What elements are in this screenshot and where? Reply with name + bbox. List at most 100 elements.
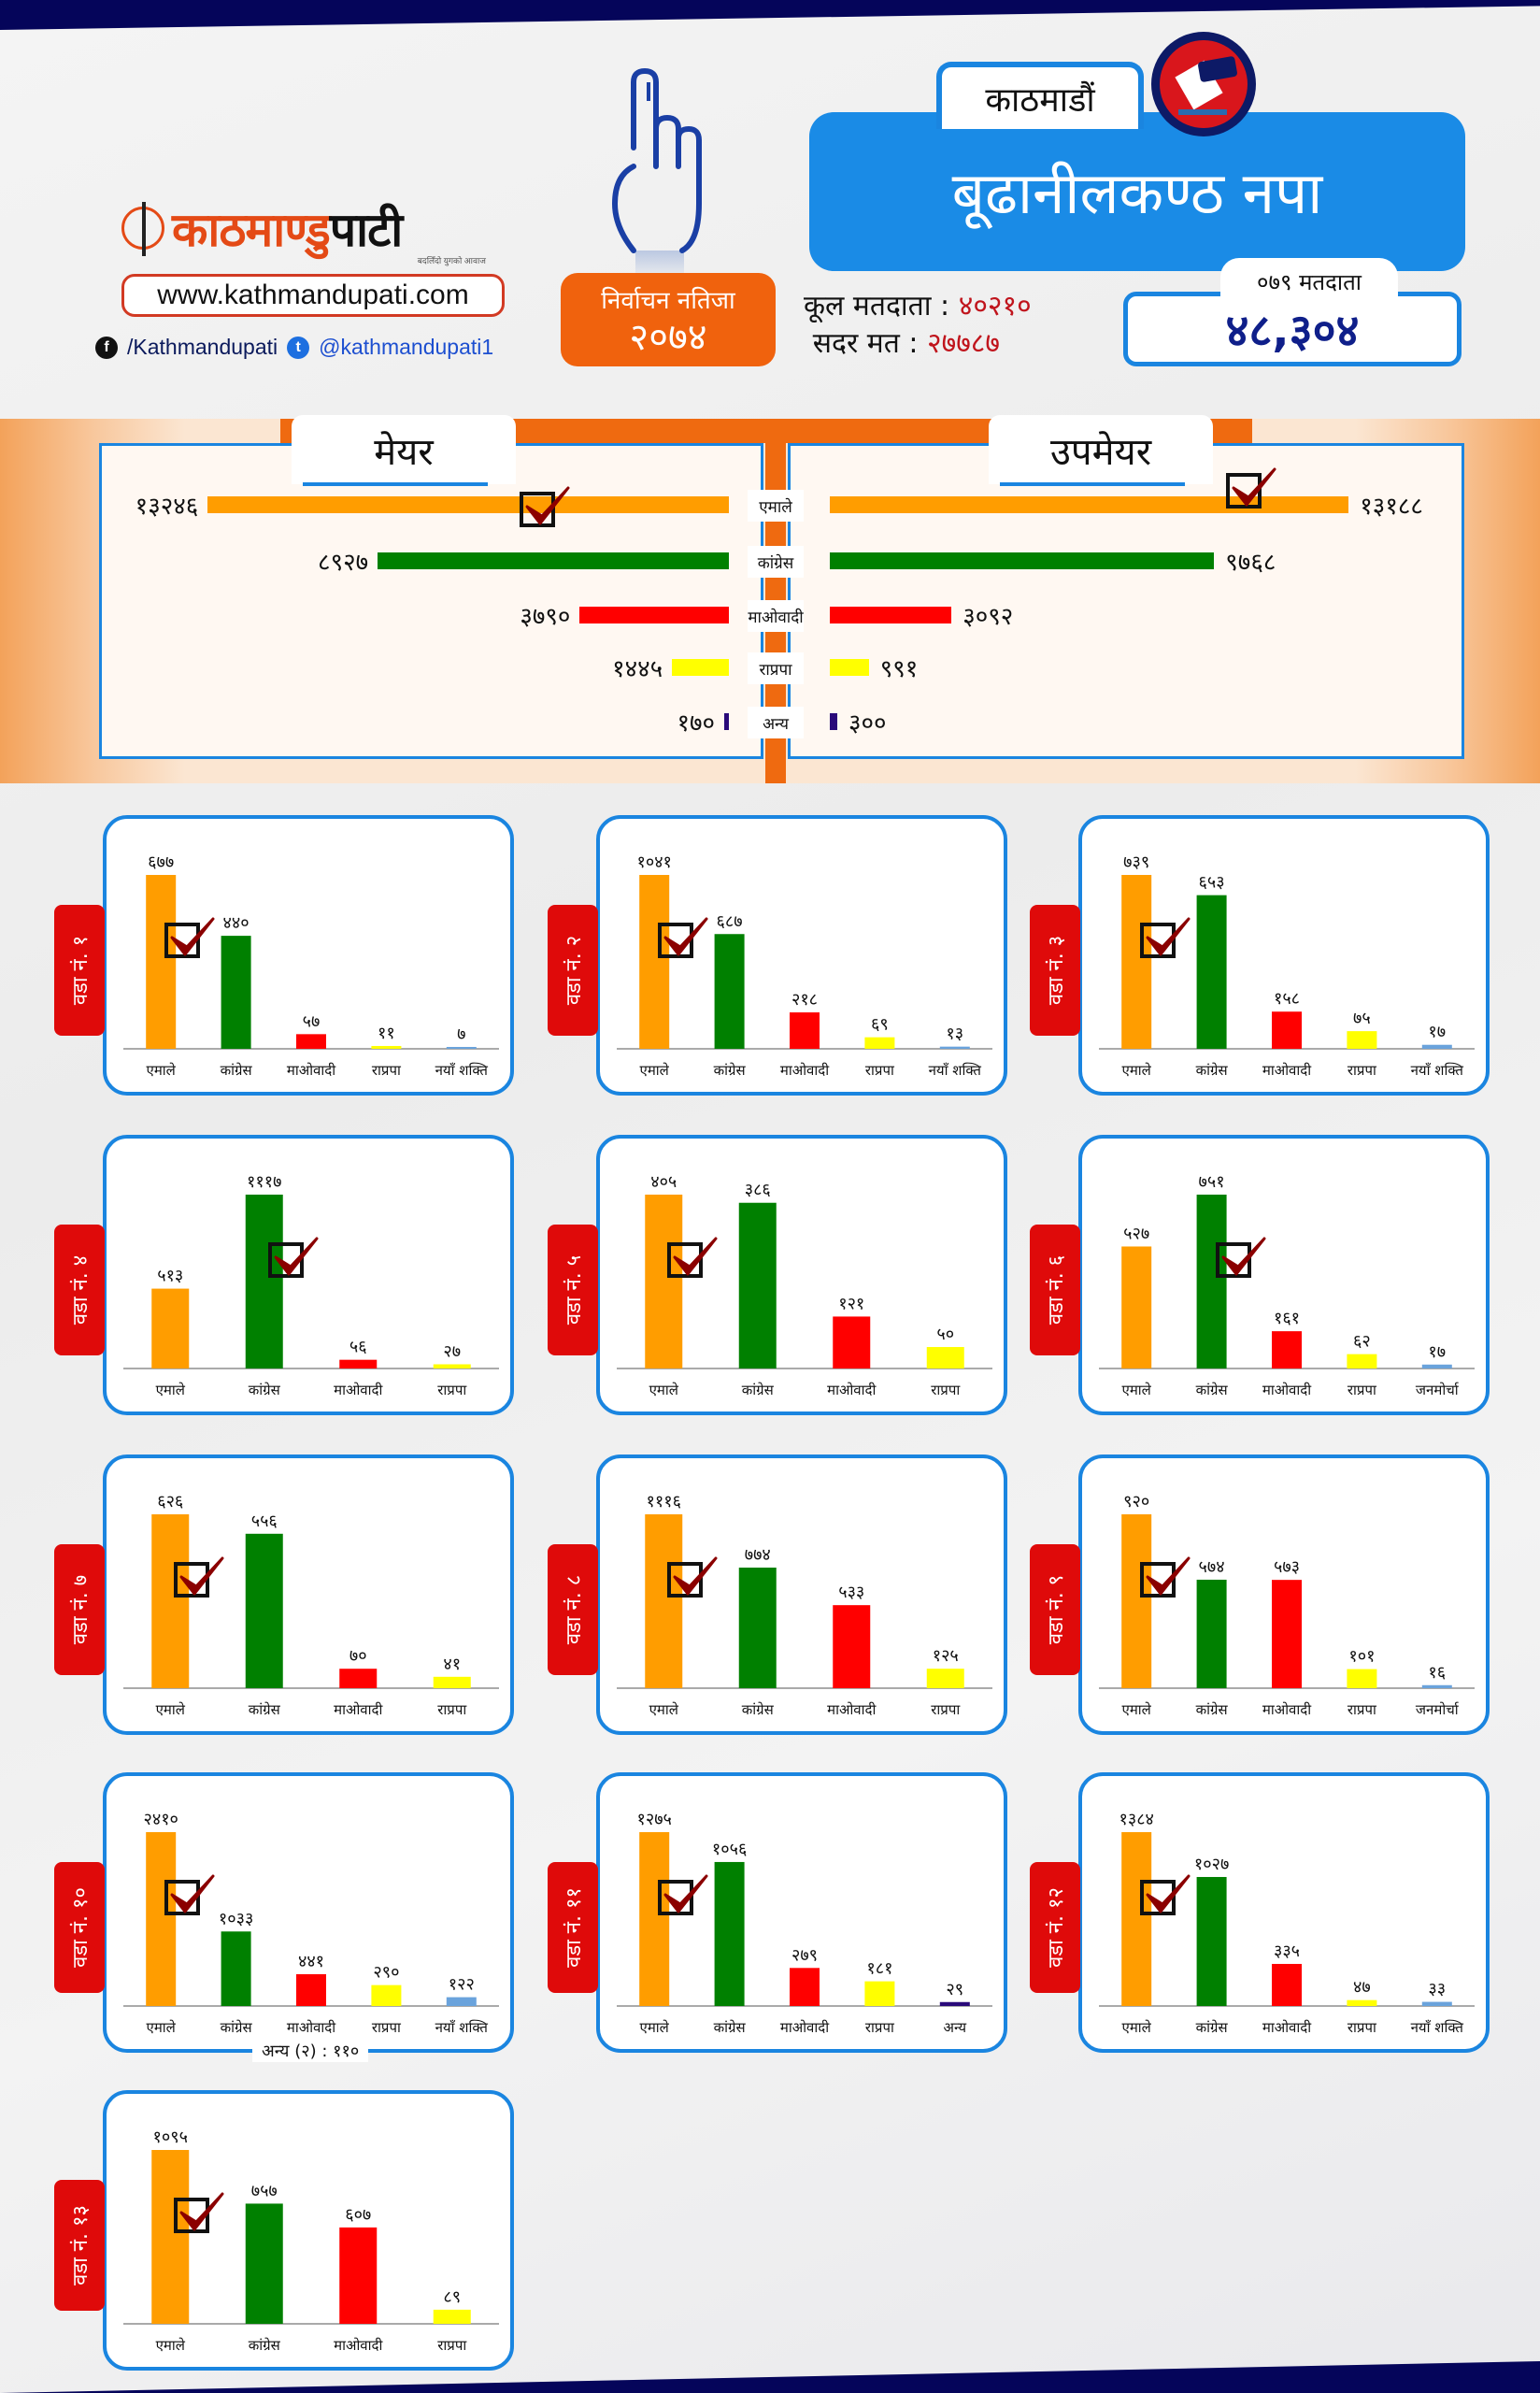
bar	[1347, 1999, 1377, 2006]
bar-value-label: ७०	[349, 1646, 367, 1666]
category-label: राप्रपा	[1348, 1062, 1377, 1079]
ward-bar-chart: ५१३ एमाले १११७ कांग्रेस ५६ माओवादी २७ राप्रपा	[123, 1172, 499, 1398]
category-label: राप्रपा	[865, 1062, 895, 1079]
bar-value-label: १२५	[933, 1646, 959, 1666]
bar	[221, 936, 251, 1049]
category-label: राप्रपा	[437, 1382, 467, 1398]
ward-chart-card: ५२७ एमाले ७५१ कांग्रेस १६१ माओवादी ६२ राप्रपा १७…	[1078, 1135, 1490, 1415]
ward-chart-card: १०४१ एमाले ६८७ कांग्रेस २१८ माओवादी ६९ राप्रपा १…	[596, 815, 1007, 1096]
ward-bar-chart: ५२७ एमाले ७५१ कांग्रेस १६१ माओवादी ६२ राप्रपा १७…	[1099, 1172, 1475, 1398]
bar	[639, 875, 670, 1049]
category-label: राप्रपा	[437, 1701, 467, 1718]
winner-check-icon	[667, 1237, 718, 1278]
bar	[1272, 1331, 1302, 1368]
category-label: नयाँ शक्ति	[1411, 2019, 1464, 2036]
ward-bar-chart: १०४१ एमाले ६८७ कांग्रेस २१८ माओवादी ६९ राप्रपा १…	[617, 853, 992, 1079]
bar-value-label: २१८	[791, 990, 818, 1010]
ward-number-tag: वडा नं. ९	[1030, 1544, 1080, 1675]
bar-value-label: ४७	[1353, 1978, 1371, 1998]
ward-number-label: वडा नं. १२	[1045, 1887, 1068, 1968]
bar	[446, 1997, 477, 2006]
ward-chart-card: २४१० एमाले १०३३ कांग्रेस ४४१ माओवादी २९० राप्रप…	[103, 1772, 514, 2053]
brand-name-part2: पाटी	[329, 203, 403, 257]
bar-value-label: १३८४	[1119, 1810, 1153, 1829]
category-label: नयाँ शक्ति	[435, 2019, 489, 2036]
bar-value-label: १६१	[1274, 1309, 1300, 1328]
bar	[339, 1359, 378, 1368]
bar	[1421, 2001, 1452, 2006]
deputy-mayor-value-label: ३००	[848, 709, 887, 738]
valid-votes-label: सदर मत :	[812, 327, 919, 360]
deputy-mayor-bar	[830, 496, 1349, 513]
category-label: कांग्रेस	[1196, 1382, 1229, 1398]
ward-number-tag: वडा नं. १०	[54, 1862, 105, 1993]
ward-number-label: वडा नं. ४	[69, 1254, 93, 1325]
bar	[151, 1288, 190, 1368]
winner-check-icon	[658, 1874, 708, 1915]
bar-value-label: १०३३	[219, 1909, 253, 1928]
bar-value-label: ४१	[443, 1655, 461, 1674]
category-label: माओवादी	[334, 1382, 383, 1398]
bar-value-label: ६२	[1353, 1332, 1371, 1352]
website-link[interactable]: www.kathmandupati.com	[121, 274, 505, 317]
deputy-mayor-value-label: १३१८८	[1360, 493, 1423, 521]
ward-bar-chart: १२७५ एमाले १०५६ कांग्रेस २७९ माओवादी १८१ राप्रप…	[617, 1810, 992, 2036]
ward-number-label: वडा नं. २	[563, 935, 586, 1006]
bar-value-label: २९	[946, 1980, 963, 1999]
bar	[645, 1195, 683, 1368]
bar-value-label: ६८७	[717, 911, 743, 931]
facebook-link[interactable]: /Kathmandupati	[127, 335, 278, 359]
ward-chart-card: ६७७ एमाले ४४० कांग्रेस ५७ माओवादी ११ राप्रपा ७ नय…	[103, 815, 514, 1096]
ward-chart-card: ९२० एमाले ५७४ कांग्रेस ५७३ माओवादी १०१ राप्रपा १…	[1078, 1454, 1490, 1735]
bar	[1121, 1832, 1152, 2006]
ward-number-tag: वडा नं. ११	[548, 1862, 598, 1993]
social-links: f /Kathmandupati t @kathmandupati1	[95, 335, 493, 360]
bar	[790, 1012, 820, 1049]
bar	[433, 1676, 471, 1688]
category-label: एमाले	[640, 2019, 670, 2036]
bar	[433, 2309, 471, 2324]
summary-party-label: कांग्रेस	[748, 546, 804, 578]
deputy-mayor-bar	[830, 659, 869, 676]
bar	[1272, 1011, 1302, 1049]
bar-value-label: ६५३	[1199, 873, 1225, 893]
category-label: एमाले	[1122, 1701, 1152, 1718]
bar	[738, 1202, 777, 1368]
category-label: कांग्रेस	[249, 2337, 281, 2354]
bar	[296, 1973, 326, 2006]
category-label: जनमोर्चा	[1416, 1701, 1460, 1718]
ward-chart-card: ७३९ एमाले ६५३ कांग्रेस १५८ माओवादी ७५ राप्रपा १७…	[1078, 815, 1490, 1096]
category-label: अन्य	[944, 2019, 967, 2036]
voters-079-label: ०७९ मतदाता	[1220, 258, 1398, 305]
deputy-mayor-bar	[830, 713, 837, 730]
bar-value-label: १०१	[1348, 1647, 1375, 1667]
bar	[433, 1364, 471, 1368]
facebook-icon: f	[95, 336, 118, 359]
bar	[221, 1931, 251, 2006]
deputy-mayor-value-label: ९७६८	[1225, 549, 1276, 577]
deputy-mayor-bar	[830, 607, 952, 623]
bar	[864, 1037, 895, 1049]
category-label: एमाले	[1122, 2019, 1152, 2036]
mayor-bar	[378, 552, 729, 569]
ward-number-tag: वडा नं. १३	[54, 2180, 105, 2311]
bar	[639, 1832, 670, 2006]
summary-party-label: एमाले	[748, 490, 804, 522]
twitter-link[interactable]: @kathmandupati1	[319, 335, 494, 359]
winner-check-icon	[667, 1556, 718, 1598]
municipality-title: बूढानीलकण्ठ नपा	[809, 112, 1465, 271]
category-label: राप्रपा	[1348, 1701, 1377, 1718]
valid-votes-value: २७७८७	[927, 327, 1000, 360]
ward-bar-chart: ६२६ एमाले ५५६ कांग्रेस ७० माओवादी ४१ राप्रपा	[123, 1492, 499, 1718]
mayor-bar	[724, 713, 729, 730]
bar-value-label: ३३	[1428, 1980, 1446, 1999]
bar	[738, 1568, 777, 1688]
category-label: एमाले	[649, 1701, 679, 1718]
bar	[146, 1832, 177, 2006]
bar	[864, 1981, 895, 2006]
deputy-mayor-bar	[830, 552, 1215, 569]
mayor-value-label: १४४५	[612, 655, 663, 683]
bar-value-label: १६	[1428, 1663, 1446, 1683]
bar	[446, 1047, 477, 1049]
category-label: एमाले	[156, 2337, 186, 2354]
